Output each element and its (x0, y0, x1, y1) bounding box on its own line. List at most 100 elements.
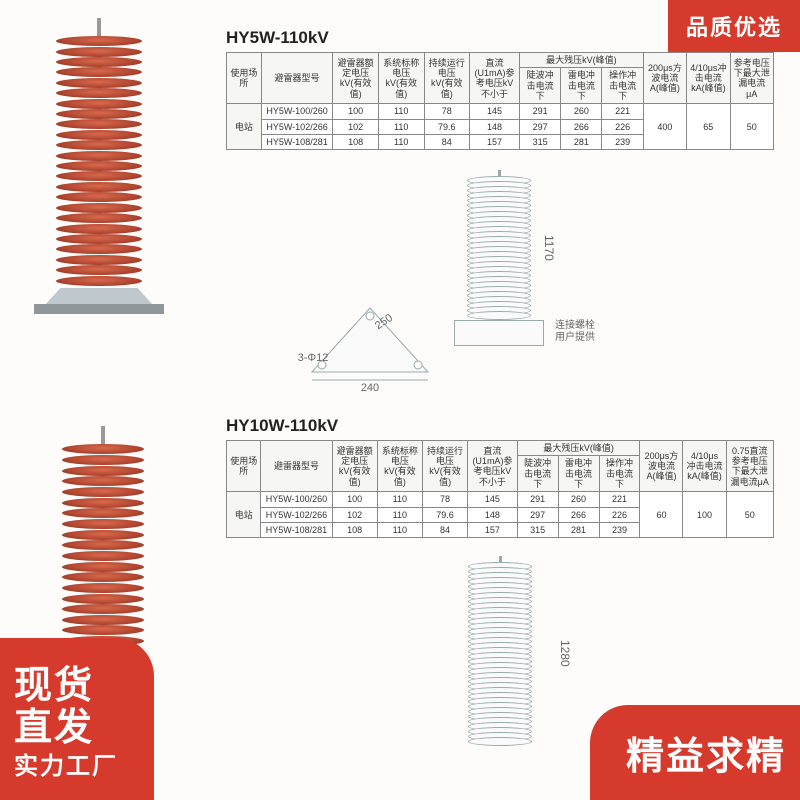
cell: 239 (599, 523, 640, 538)
cell: 50 (726, 492, 773, 538)
cell: 100 (683, 492, 726, 538)
cell: 110 (378, 104, 424, 119)
th-200: 200μs方波电流A(峰值) (640, 441, 683, 492)
cell: 50 (730, 104, 773, 150)
th-place: 使用场所 (227, 441, 261, 492)
th-leak: 参考电压下最大泄漏电流μA (730, 53, 773, 104)
table-row: 电站 HY5W-100/260 100 110 78 145 291 260 2… (227, 104, 774, 119)
th-cont: 持续运行电压kV(有效值) (424, 53, 470, 104)
cell: 102 (332, 507, 377, 522)
badge-bl-sub: 实力工厂 (14, 754, 118, 780)
dim-note-1: 连接螺栓 用户提供 (555, 320, 595, 344)
cell: HY5W-102/266 (261, 507, 332, 522)
cell: 260 (561, 104, 602, 119)
cell-place: 电站 (227, 492, 261, 538)
cell: 79.6 (422, 507, 467, 522)
cell: HY5W-102/266 (261, 119, 333, 134)
cell: 221 (599, 492, 640, 507)
th-dc: 直流(U1mA)参考电压kV不小于 (470, 53, 520, 104)
cell: 78 (424, 104, 470, 119)
table-row: 电站 HY5W-100/260 100 110 78 145 291 260 2… (227, 492, 774, 507)
badge-bottom-right: 精益求精 (590, 705, 800, 800)
section2-title: HY10W-110kV (226, 416, 338, 436)
th-sys: 系统标称电压kV(有效值) (377, 441, 422, 492)
cell: 291 (517, 492, 558, 507)
cell: 148 (468, 507, 518, 522)
dim-height-2: 1280 (558, 640, 572, 667)
th-410: 4/10μs冲击电流kA(峰值) (683, 441, 726, 492)
arrester-drawing-1 (454, 170, 544, 370)
cell: HY5W-100/260 (261, 492, 332, 507)
cell: 226 (602, 119, 643, 134)
cell: 110 (378, 135, 424, 150)
th-maxgroup: 最大残压kV(峰值) (517, 441, 640, 456)
cell: 297 (520, 119, 561, 134)
th-max3: 操作冲击电流下 (602, 68, 643, 104)
th-maxgroup: 最大残压kV(峰值) (520, 53, 644, 68)
cell: 108 (332, 523, 377, 538)
cell: 78 (422, 492, 467, 507)
cell: 157 (470, 135, 520, 150)
cell-place: 电站 (227, 104, 262, 150)
cell: 108 (333, 135, 379, 150)
th-max1: 陡波冲击电流下 (520, 68, 561, 104)
cell: 79.6 (424, 119, 470, 134)
dim-hole: 3-Φ12 (292, 352, 334, 364)
cell: 260 (558, 492, 599, 507)
cell: 157 (468, 523, 518, 538)
cell: 266 (561, 119, 602, 134)
th-model: 避雷器型号 (261, 53, 333, 104)
cell: 145 (470, 104, 520, 119)
dim-height-1: 1170 (542, 235, 556, 261)
cell: 148 (470, 119, 520, 134)
badge-bottom-left: 现货 直发 实力工厂 (0, 638, 154, 800)
cell: 291 (520, 104, 561, 119)
cell: 110 (377, 523, 422, 538)
section1-title: HY5W-110kV (226, 28, 329, 48)
th-max2: 雷电冲击电流下 (558, 456, 599, 492)
cell: 281 (561, 135, 602, 150)
cell: 110 (378, 119, 424, 134)
cell: HY5W-100/260 (261, 104, 333, 119)
cell: 226 (599, 507, 640, 522)
cell: 102 (333, 119, 379, 134)
arrester-drawing-2 (468, 556, 532, 786)
base-triangle-drawing (300, 300, 440, 390)
cell: 297 (517, 507, 558, 522)
page-root: HY5W-110kV 使用场所 避雷器型号 避雷器额定电压kV(有效值) 系统标… (0, 0, 800, 800)
cell: 315 (520, 135, 561, 150)
cell: 110 (377, 492, 422, 507)
cell: 84 (422, 523, 467, 538)
badge-bl-line2: 直发 (14, 708, 118, 750)
table2-body: 电站 HY5W-100/260 100 110 78 145 291 260 2… (227, 492, 774, 538)
th-410: 4/10μs冲击电流kA(峰值) (687, 53, 730, 104)
th-200: 200μs方波电流A(峰值) (643, 53, 686, 104)
badge-bl-line1: 现货 (14, 666, 118, 708)
cell: 84 (424, 135, 470, 150)
th-max1: 陡波冲击电流下 (517, 456, 558, 492)
dim-base-w1: 240 (340, 382, 400, 394)
badge-top-right: 品质优选 (668, 0, 800, 52)
cell: 221 (602, 104, 643, 119)
cell: 145 (468, 492, 518, 507)
cell: 65 (687, 104, 730, 150)
cell: HY5W-108/281 (261, 135, 333, 150)
arrester-photo-1 (34, 30, 164, 330)
cell: 281 (558, 523, 599, 538)
th-model: 避雷器型号 (261, 441, 332, 492)
cell: 266 (558, 507, 599, 522)
cell: 400 (643, 104, 686, 150)
cell: 239 (602, 135, 643, 150)
cell: HY5W-108/281 (261, 523, 332, 538)
th-leak: 0.75直流参考电压下最大泄漏电流μA (726, 441, 773, 492)
th-dc: 直流(U1mA)参考电压kV不小于 (468, 441, 518, 492)
cell: 100 (333, 104, 379, 119)
spec-table-2: 使用场所 避雷器型号 避雷器额定电压kV(有效值) 系统标称电压kV(有效值) … (226, 440, 774, 538)
th-rated: 避雷器额定电压kV(有效值) (332, 441, 377, 492)
th-max2: 雷电冲击电流下 (561, 68, 602, 104)
spec-table-1: 使用场所 避雷器型号 避雷器额定电压kV(有效值) 系统标称电压kV(有效值) … (226, 52, 774, 150)
th-rated: 避雷器额定电压kV(有效值) (333, 53, 379, 104)
th-max3: 操作冲击电流下 (599, 456, 640, 492)
th-place: 使用场所 (227, 53, 262, 104)
th-cont: 持续运行电压kV(有效值) (422, 441, 467, 492)
